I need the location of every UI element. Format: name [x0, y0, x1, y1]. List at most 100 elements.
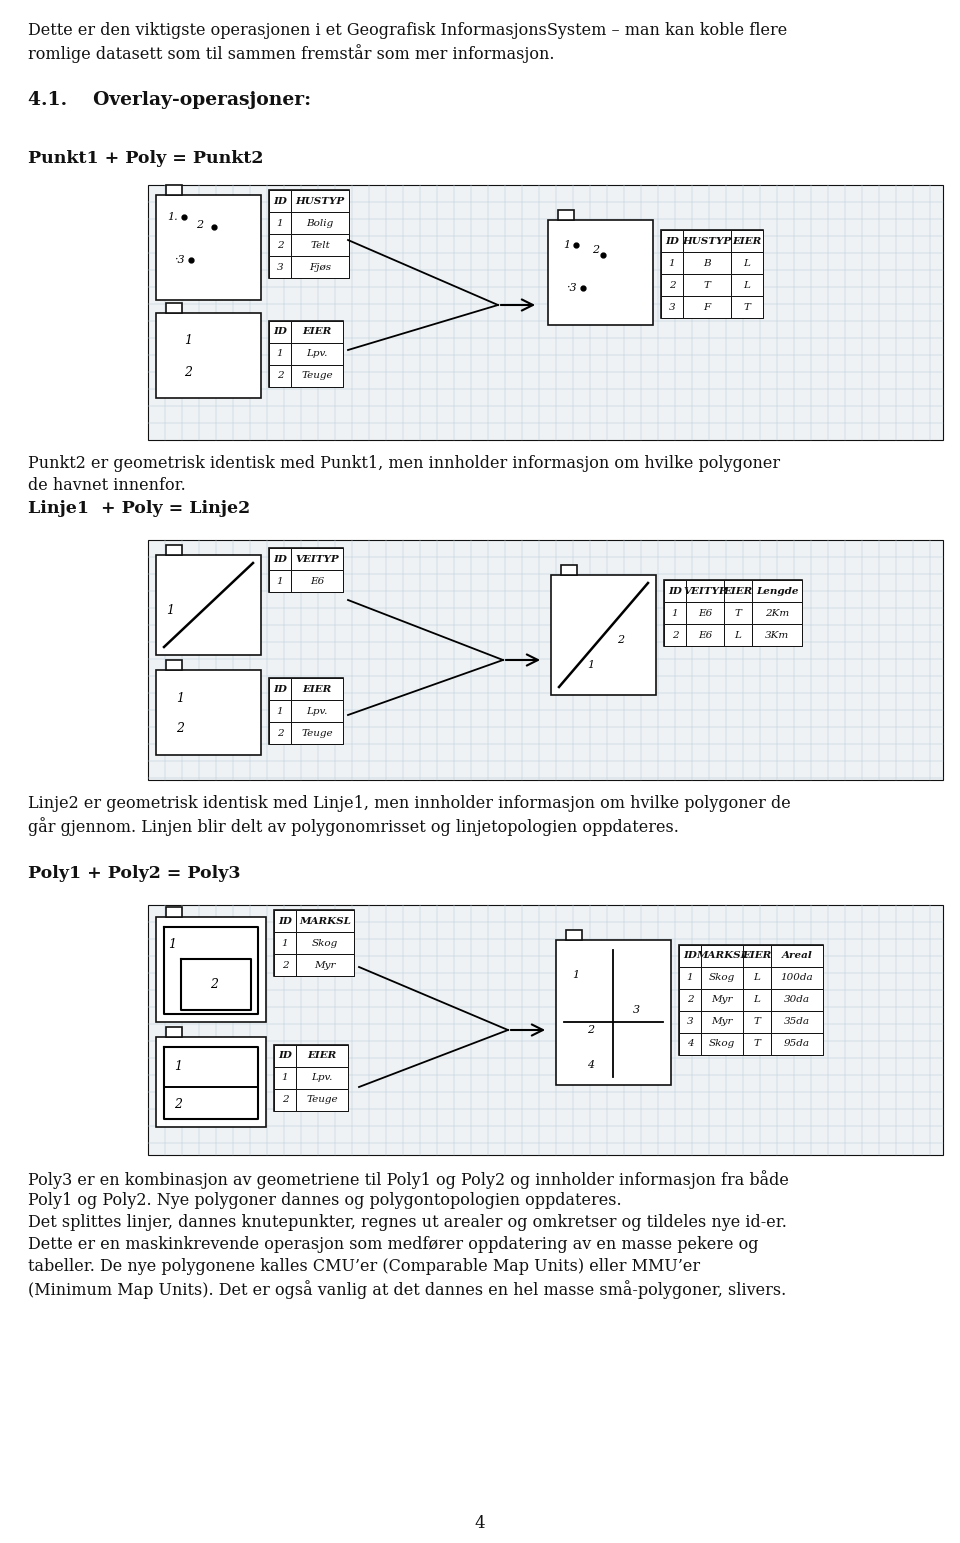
Bar [269, 722, 291, 744]
Bar [752, 623, 802, 647]
Bar [148, 906, 943, 1156]
Bar [752, 580, 802, 602]
Text: 1: 1 [166, 603, 174, 617]
Text: 2: 2 [686, 995, 693, 1004]
Text: 4.1.    Overlay-operasjoner:: 4.1. Overlay-operasjoner: [28, 91, 311, 110]
Text: Linje2 er geometrisk identisk med Linje1, men innholder informasjon om hvilke po: Linje2 er geometrisk identisk med Linje1… [28, 795, 791, 812]
Text: Linje1  + Poly = Linje2: Linje1 + Poly = Linje2 [28, 500, 251, 517]
Text: HUSTYP: HUSTYP [683, 236, 732, 245]
Bar [731, 296, 763, 318]
Bar [679, 944, 701, 967]
Text: EIER: EIER [732, 236, 761, 245]
Bar [296, 1068, 348, 1089]
Bar [269, 701, 291, 722]
Bar [743, 989, 771, 1011]
Bar [291, 548, 343, 569]
Text: Punkt1 + Poly = Punkt2: Punkt1 + Poly = Punkt2 [28, 150, 263, 167]
Bar [291, 321, 343, 343]
Text: Poly3 er en kombinasjon av geometriene til Poly1 og Poly2 og innholder informasj: Poly3 er en kombinasjon av geometriene t… [28, 1170, 789, 1190]
Text: L: L [734, 631, 741, 639]
Bar [166, 660, 182, 670]
Bar [296, 932, 354, 954]
Bar [771, 1032, 823, 1055]
Text: 1: 1 [276, 350, 283, 358]
Bar [752, 602, 802, 623]
Text: 1: 1 [276, 707, 283, 716]
Bar [701, 989, 743, 1011]
Text: ID: ID [273, 554, 287, 563]
Text: ID: ID [278, 917, 292, 926]
Text: 1: 1 [168, 938, 176, 952]
Text: E6: E6 [698, 631, 712, 639]
Text: 1: 1 [572, 971, 580, 980]
Bar [269, 548, 343, 593]
Text: L: L [744, 281, 751, 290]
Text: HUSTYP: HUSTYP [296, 196, 345, 205]
Text: 2: 2 [184, 367, 192, 380]
Text: 1: 1 [184, 335, 192, 347]
Text: tabeller. De nye polygonene kalles CMU’er (Comparable Map Units) eller MMU’er: tabeller. De nye polygonene kalles CMU’e… [28, 1258, 700, 1275]
Bar [269, 211, 291, 235]
Bar [743, 944, 771, 967]
Text: Lpv.: Lpv. [306, 350, 327, 358]
Text: MARKSL: MARKSL [300, 917, 351, 926]
Text: L: L [744, 259, 751, 267]
Text: 2: 2 [281, 1096, 288, 1105]
Text: 1: 1 [276, 577, 283, 585]
Bar [743, 967, 771, 989]
Text: EIER: EIER [742, 952, 772, 960]
Bar [269, 190, 291, 211]
Bar [274, 932, 296, 954]
Bar [166, 1028, 182, 1037]
Text: Skog: Skog [708, 974, 735, 983]
Bar [679, 944, 823, 1055]
Text: 3: 3 [633, 1004, 639, 1015]
Text: MARKSL: MARKSL [696, 952, 748, 960]
Text: Lengde: Lengde [756, 586, 799, 596]
Bar [269, 677, 343, 744]
Text: 3: 3 [276, 262, 283, 272]
Bar [664, 623, 686, 647]
Bar [701, 967, 743, 989]
Text: T: T [754, 1040, 760, 1049]
Bar [724, 623, 752, 647]
Text: Skog: Skog [312, 938, 338, 947]
Bar [296, 910, 354, 932]
Text: går gjennom. Linjen blir delt av polygonomrisset og linjetopologien oppdateres.: går gjennom. Linjen blir delt av polygon… [28, 816, 679, 836]
Bar [731, 252, 763, 275]
Bar [724, 580, 752, 602]
Text: 1: 1 [174, 1060, 182, 1074]
Bar [661, 252, 683, 275]
Bar [771, 967, 823, 989]
Bar [731, 275, 763, 296]
Text: ID: ID [273, 685, 287, 693]
Text: ID: ID [278, 1051, 292, 1060]
Text: 100da: 100da [780, 974, 813, 983]
Text: 3: 3 [669, 302, 675, 312]
Text: B: B [703, 259, 710, 267]
Bar [291, 722, 343, 744]
Text: 2: 2 [176, 722, 184, 734]
Bar [771, 1011, 823, 1032]
Text: 2: 2 [669, 281, 675, 290]
Bar [269, 366, 291, 387]
Bar [269, 677, 291, 701]
Text: 2: 2 [672, 631, 679, 639]
Text: 2: 2 [592, 245, 600, 255]
Bar [566, 930, 582, 940]
Text: Dette er den viktigste operasjonen i et Geografisk InformasjonsSystem – man kan : Dette er den viktigste operasjonen i et … [28, 22, 787, 39]
Bar [561, 565, 577, 576]
Text: 2: 2 [276, 728, 283, 738]
Text: 3: 3 [686, 1017, 693, 1026]
Text: T: T [704, 281, 710, 290]
Text: T: T [744, 302, 751, 312]
Text: 1: 1 [672, 608, 679, 617]
Text: 95da: 95da [784, 1040, 810, 1049]
Text: 2: 2 [174, 1099, 182, 1111]
Bar [274, 910, 354, 977]
Bar [558, 210, 574, 221]
Text: 1.: 1. [167, 211, 178, 222]
Text: VEITYP: VEITYP [684, 586, 727, 596]
Bar [679, 1011, 701, 1032]
Bar [679, 989, 701, 1011]
